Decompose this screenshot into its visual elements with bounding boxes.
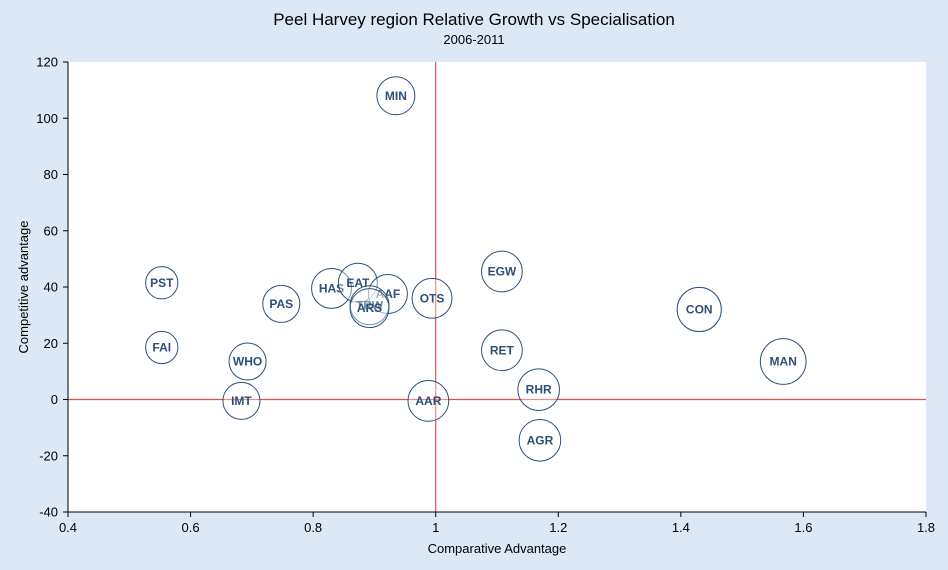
- bubble-circle: [222, 381, 261, 420]
- bubble-circle: [517, 368, 560, 411]
- x-tick-label: 1.4: [672, 520, 690, 535]
- x-tick-label: 0.6: [182, 520, 200, 535]
- bubble-label: RHR: [526, 383, 552, 397]
- bubble-label: WHO: [233, 355, 262, 369]
- bubble-circle: [228, 342, 267, 381]
- bubble-label: TRW: [356, 298, 384, 312]
- y-tick-label: 40: [44, 280, 58, 295]
- x-tick-label: 1.8: [917, 520, 935, 535]
- bubble-circle: [311, 267, 352, 309]
- bubble: TRW: [349, 285, 390, 326]
- bubble: MAN: [759, 338, 807, 385]
- bubble: AAR: [407, 380, 450, 422]
- bubble-circle: [262, 284, 301, 323]
- y-tick-label: 100: [36, 111, 58, 126]
- x-tick-label: 1.2: [549, 520, 567, 535]
- bubble-circle: [145, 330, 179, 365]
- bubble-label: EGW: [488, 265, 517, 279]
- bubble-circle: [349, 288, 390, 329]
- bubble-circle: [518, 418, 562, 462]
- axes: 0.4 0.6 0.8 1 1.2 1.4 1.6 1.8 -40 -20 0 20 40 60 80 100…: [36, 55, 935, 536]
- bubble-label: PST: [150, 276, 174, 290]
- bubble: OTS: [411, 277, 453, 319]
- bubble: ARS: [349, 288, 390, 329]
- chart-subtitle: 2006-2011: [443, 32, 504, 47]
- bubble-label: RET: [490, 343, 515, 357]
- bubble-circle: [759, 338, 807, 385]
- plot-area: [68, 62, 926, 512]
- bubble-label: MAN: [770, 355, 797, 369]
- bubble-label: ARS: [357, 301, 382, 315]
- reference-lines: [68, 62, 926, 512]
- bubble-label: MIN: [385, 89, 407, 103]
- y-tick-label: 0: [51, 392, 58, 407]
- bubble-label: AAR: [415, 394, 441, 408]
- bubble-circle: [411, 277, 453, 319]
- y-tick-label: 20: [44, 336, 58, 351]
- bubble: AGR: [518, 418, 562, 462]
- x-tick-label: 1.6: [794, 520, 812, 535]
- bubble-label: FAI: [152, 340, 171, 354]
- bubble: WHO: [228, 342, 267, 381]
- bubble-label: CON: [686, 303, 713, 317]
- x-tick-label: 0.8: [304, 520, 322, 535]
- bubble-circle: [481, 250, 523, 293]
- bubble-circle: [145, 266, 179, 300]
- y-tick-label: 80: [44, 167, 58, 182]
- bubble-label: HAS: [319, 281, 344, 295]
- x-tick-label: 0.4: [59, 520, 77, 535]
- y-tick-label: -20: [39, 448, 58, 463]
- bubble-circle: [676, 286, 722, 333]
- bubble: FAI: [145, 330, 179, 365]
- bubble: RET: [481, 329, 523, 372]
- x-axis-label: Comparative Advantage: [428, 541, 567, 556]
- bubble-circle: [481, 329, 523, 372]
- y-tick-label: 60: [44, 223, 58, 238]
- y-axis-label: Competitive advantage: [16, 221, 31, 354]
- bubble-label: PAS: [269, 297, 293, 311]
- bubble: RHR: [517, 368, 560, 411]
- x-tick-label: 1: [432, 520, 439, 535]
- bubble-circle: [337, 262, 378, 303]
- bubble: EGW: [481, 250, 523, 293]
- bubble: IMT: [222, 381, 261, 420]
- bubble: PAS: [262, 284, 301, 323]
- bubble: MIN: [376, 76, 416, 116]
- bubble: HAS: [311, 267, 352, 309]
- bubble-label: AGR: [527, 433, 554, 447]
- bubble-label: IMT: [231, 394, 252, 408]
- bubble-label: OTS: [420, 291, 445, 305]
- y-tick-label: -40: [39, 505, 58, 520]
- chart-title: Peel Harvey region Relative Growth vs Sp…: [273, 10, 675, 29]
- y-tick-label: 120: [36, 55, 58, 70]
- bubble-circle: [407, 380, 450, 422]
- bubble: PST: [145, 266, 179, 300]
- bubble-circle: [376, 76, 416, 116]
- bubble: CON: [676, 286, 722, 333]
